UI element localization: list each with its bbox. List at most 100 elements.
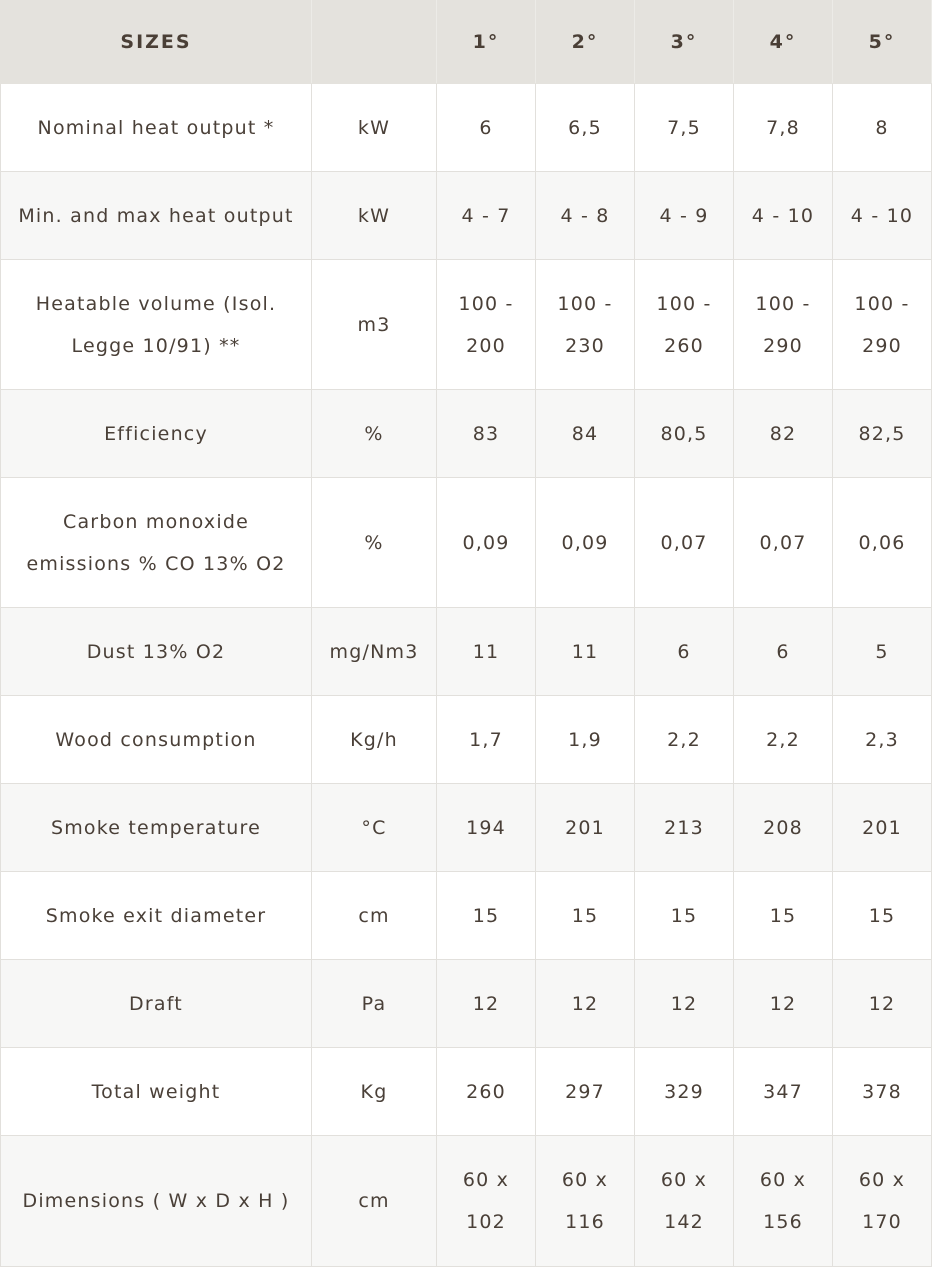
row-label: Smoke temperature <box>0 783 312 872</box>
table-row: Dust 13% O2 mg/Nm3 11 11 6 6 5 <box>0 607 932 696</box>
row-value: 329 <box>634 1047 734 1136</box>
row-label: Carbon monoxide emissions % CO 13% O2 <box>0 477 312 608</box>
table-row: Efficiency % 83 84 80,5 82 82,5 <box>0 389 932 478</box>
row-label: Total weight <box>0 1047 312 1136</box>
row-label: Dimensions ( W x D x H ) <box>0 1135 312 1267</box>
row-value: 11 <box>535 607 635 696</box>
table-row: Wood consumption Kg/h 1,7 1,9 2,2 2,2 2,… <box>0 695 932 784</box>
row-value: 60 x 142 <box>634 1135 734 1267</box>
table-row: Total weight Kg 260 297 329 347 378 <box>0 1047 932 1136</box>
row-value: 0,06 <box>832 477 932 608</box>
row-value: 12 <box>535 959 635 1048</box>
row-value: 4 - 8 <box>535 171 635 260</box>
row-value: 2,3 <box>832 695 932 784</box>
row-value: 12 <box>634 959 734 1048</box>
table-row: Min. and max heat output kW 4 - 7 4 - 8 … <box>0 171 932 260</box>
row-value: 201 <box>535 783 635 872</box>
row-value: 6,5 <box>535 83 635 172</box>
table-row: Draft Pa 12 12 12 12 12 <box>0 959 932 1048</box>
row-value: 6 <box>733 607 833 696</box>
row-value: 84 <box>535 389 635 478</box>
header-unit <box>311 0 437 84</box>
row-value: 60 x 170 <box>832 1135 932 1267</box>
row-unit: m3 <box>311 259 437 390</box>
header-size-1: 1° <box>436 0 536 84</box>
row-value: 100 - 290 <box>832 259 932 390</box>
row-value: 0,09 <box>535 477 635 608</box>
row-value: 15 <box>733 871 833 960</box>
row-value: 12 <box>436 959 536 1048</box>
row-value: 12 <box>733 959 833 1048</box>
row-unit: mg/Nm3 <box>311 607 437 696</box>
row-unit: % <box>311 477 437 608</box>
row-label: Wood consumption <box>0 695 312 784</box>
row-unit: kW <box>311 83 437 172</box>
row-value: 0,09 <box>436 477 536 608</box>
row-unit: % <box>311 389 437 478</box>
table-header-row: SIZES 1° 2° 3° 4° 5° <box>0 0 932 84</box>
row-unit: Kg <box>311 1047 437 1136</box>
row-value: 4 - 10 <box>733 171 833 260</box>
row-value: 100 - 200 <box>436 259 536 390</box>
header-size-4: 4° <box>733 0 833 84</box>
row-unit: °C <box>311 783 437 872</box>
row-label: Min. and max heat output <box>0 171 312 260</box>
row-value: 12 <box>832 959 932 1048</box>
row-value: 6 <box>634 607 734 696</box>
row-unit: kW <box>311 171 437 260</box>
row-label: Smoke exit diameter <box>0 871 312 960</box>
header-sizes-label: SIZES <box>0 0 312 84</box>
row-value: 378 <box>832 1047 932 1136</box>
row-label: Heatable volume (Isol. Legge 10/91) ** <box>0 259 312 390</box>
row-value: 15 <box>634 871 734 960</box>
row-value: 7,5 <box>634 83 734 172</box>
row-value: 0,07 <box>733 477 833 608</box>
header-size-2: 2° <box>535 0 635 84</box>
row-value: 11 <box>436 607 536 696</box>
row-value: 60 x 102 <box>436 1135 536 1267</box>
row-value: 4 - 10 <box>832 171 932 260</box>
header-size-5: 5° <box>832 0 932 84</box>
row-value: 6 <box>436 83 536 172</box>
row-label: Draft <box>0 959 312 1048</box>
row-value: 15 <box>535 871 635 960</box>
header-size-3: 3° <box>634 0 734 84</box>
row-label: Nominal heat output * <box>0 83 312 172</box>
row-value: 260 <box>436 1047 536 1136</box>
row-unit: cm <box>311 871 437 960</box>
row-value: 194 <box>436 783 536 872</box>
row-value: 297 <box>535 1047 635 1136</box>
row-value: 5 <box>832 607 932 696</box>
row-value: 100 - 290 <box>733 259 833 390</box>
row-label: Dust 13% O2 <box>0 607 312 696</box>
row-value: 1,7 <box>436 695 536 784</box>
row-value: 208 <box>733 783 833 872</box>
table-row: Smoke exit diameter cm 15 15 15 15 15 <box>0 871 932 960</box>
row-value: 82 <box>733 389 833 478</box>
table-row: Nominal heat output * kW 6 6,5 7,5 7,8 8 <box>0 83 932 172</box>
row-value: 4 - 7 <box>436 171 536 260</box>
row-unit: Pa <box>311 959 437 1048</box>
row-value: 347 <box>733 1047 833 1136</box>
row-value: 100 - 260 <box>634 259 734 390</box>
row-value: 1,9 <box>535 695 635 784</box>
row-value: 100 - 230 <box>535 259 635 390</box>
row-value: 82,5 <box>832 389 932 478</box>
row-unit: Kg/h <box>311 695 437 784</box>
row-value: 2,2 <box>634 695 734 784</box>
table-row: Carbon monoxide emissions % CO 13% O2 % … <box>0 477 932 608</box>
row-value: 8 <box>832 83 932 172</box>
row-value: 0,07 <box>634 477 734 608</box>
row-label: Efficiency <box>0 389 312 478</box>
row-value: 4 - 9 <box>634 171 734 260</box>
table-row: Dimensions ( W x D x H ) cm 60 x 102 60 … <box>0 1135 932 1267</box>
table-row: Heatable volume (Isol. Legge 10/91) ** m… <box>0 259 932 390</box>
table-row: Smoke temperature °C 194 201 213 208 201 <box>0 783 932 872</box>
row-value: 15 <box>832 871 932 960</box>
row-value: 213 <box>634 783 734 872</box>
row-value: 7,8 <box>733 83 833 172</box>
row-value: 80,5 <box>634 389 734 478</box>
row-value: 60 x 116 <box>535 1135 635 1267</box>
row-unit: cm <box>311 1135 437 1267</box>
